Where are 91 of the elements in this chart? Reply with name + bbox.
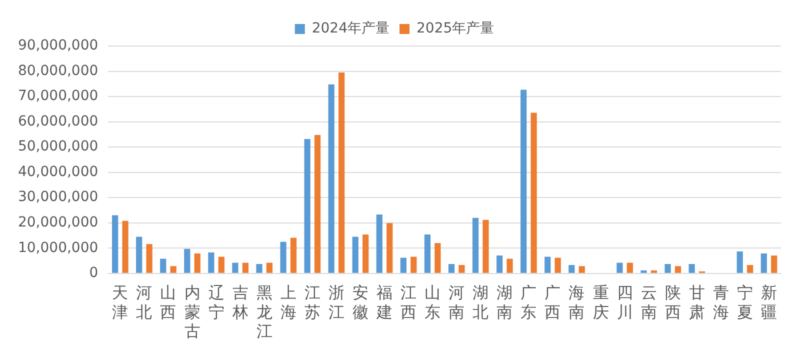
y-tick-label: 30,000,000	[18, 189, 98, 206]
x-tick-label: 黑龙江	[256, 283, 272, 341]
x-tick-label: 云南	[640, 283, 657, 322]
bar	[136, 236, 142, 273]
y-tick-label: 0	[89, 265, 98, 282]
bar	[554, 258, 561, 273]
bar	[218, 256, 224, 273]
x-tick-label: 福建	[376, 283, 393, 322]
bar	[314, 134, 321, 273]
x-tick-label: 青海	[712, 283, 729, 322]
bar	[688, 264, 695, 273]
bar	[736, 251, 743, 273]
x-tick-label: 四川	[616, 283, 633, 322]
bar	[194, 253, 200, 273]
x-tick-label: 广西	[544, 283, 561, 322]
bar	[506, 258, 513, 273]
bar	[352, 236, 358, 273]
bar	[434, 243, 441, 273]
x-tick-label: 天津	[112, 283, 128, 322]
bar	[520, 90, 527, 273]
x-tick-label: 河南	[448, 283, 465, 322]
bar	[747, 265, 754, 273]
bar	[544, 256, 551, 273]
x-tick-label: 湖北	[472, 283, 489, 322]
bar	[482, 220, 489, 273]
bar	[112, 215, 118, 273]
bar	[760, 253, 767, 273]
bar	[458, 265, 465, 273]
bar	[160, 258, 166, 273]
bar	[266, 262, 273, 273]
x-tick-label: 新疆	[760, 283, 777, 322]
x-tick-label: 广东	[520, 283, 537, 322]
bar	[496, 255, 503, 273]
x-tick-label: 山东	[424, 283, 441, 322]
bar	[256, 264, 262, 273]
bar	[640, 270, 647, 273]
bar	[184, 248, 190, 273]
x-tick-label: 安徽	[352, 283, 368, 322]
bar	[568, 265, 575, 273]
legend-label: 2024年产量	[312, 20, 390, 37]
bar	[386, 223, 393, 273]
bar	[424, 234, 431, 273]
bar	[122, 220, 128, 273]
x-tick-label: 江西	[400, 283, 417, 322]
bar	[771, 255, 778, 273]
bar	[338, 72, 345, 273]
x-tick-label: 江苏	[304, 283, 320, 322]
x-tick-label: 上海	[280, 283, 296, 322]
x-tick-label: 浙江	[328, 283, 344, 322]
x-tick-label: 重庆	[592, 283, 609, 322]
y-tick-label: 70,000,000	[18, 88, 98, 104]
bar	[674, 266, 682, 273]
y-tick-label: 20,000,000	[18, 214, 98, 231]
bar	[664, 264, 671, 273]
bar	[650, 270, 658, 273]
y-tick-label: 90,000,000	[18, 38, 98, 54]
bar	[208, 252, 214, 273]
x-tick-label: 海南	[568, 283, 585, 322]
y-tick-label: 50,000,000	[18, 138, 98, 155]
bar	[616, 262, 623, 273]
y-tick-label: 60,000,000	[18, 113, 98, 130]
x-tick-label: 辽宁	[208, 283, 224, 322]
bar	[232, 262, 238, 273]
x-tick-label: 湖南	[496, 283, 513, 322]
y-tick-label: 40,000,000	[18, 164, 98, 180]
bar	[146, 244, 152, 273]
y-tick-label: 80,000,000	[18, 62, 98, 79]
bar	[304, 138, 310, 273]
bar	[328, 84, 334, 273]
bar	[376, 214, 382, 273]
bar	[170, 266, 176, 273]
bar	[280, 242, 286, 273]
bar	[448, 264, 455, 273]
x-tick-label: 宁夏	[736, 283, 753, 322]
bar	[290, 238, 297, 273]
bar	[410, 256, 417, 273]
x-tick-label: 内蒙古	[184, 283, 200, 341]
bar	[626, 262, 633, 273]
y-tick-label: 10,000,000	[18, 240, 98, 256]
bar	[472, 218, 479, 273]
x-tick-label: 吉林	[231, 283, 248, 322]
bar	[242, 262, 248, 273]
bar	[530, 112, 537, 273]
bar	[362, 234, 369, 273]
x-tick-label: 陕西	[664, 283, 681, 322]
legend-label: 2025年产量	[416, 20, 494, 37]
x-tick-label: 甘肃	[688, 283, 705, 322]
bar	[400, 258, 406, 273]
bar	[578, 266, 585, 273]
x-tick-label: 山西	[160, 283, 176, 322]
x-tick-label: 河北	[136, 283, 152, 322]
